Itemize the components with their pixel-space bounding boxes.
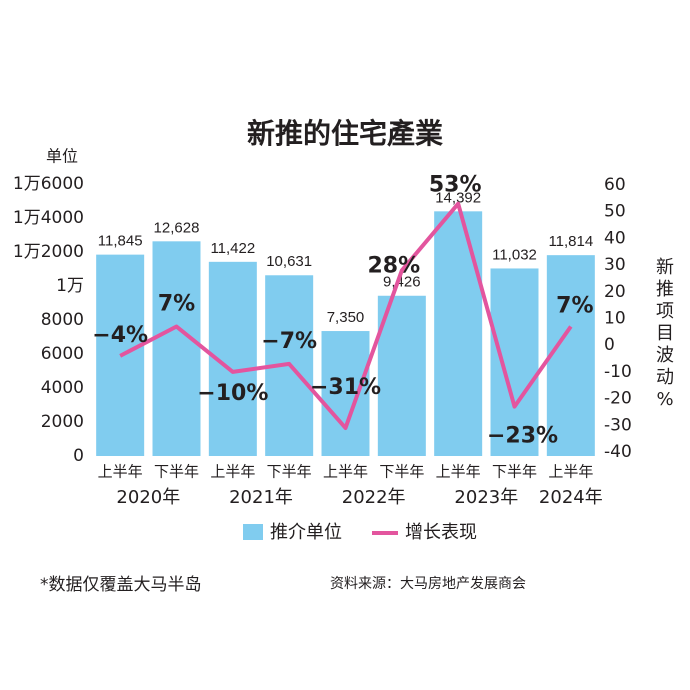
y-tick-label: 6000 — [41, 344, 84, 364]
growth-label: 28% — [367, 253, 420, 278]
x-tick-label: 下半年 — [379, 463, 424, 481]
y-tick-label: 8000 — [41, 310, 84, 330]
x-tick-label: 上半年 — [436, 463, 481, 481]
bar — [152, 241, 201, 456]
source: 资料来源：大马房地产发展商会 — [330, 576, 526, 592]
value-label: 11,032 — [492, 246, 537, 263]
y2-tick-label: 10 — [604, 309, 626, 329]
y-tick-label: 1万 — [56, 276, 84, 296]
x-tick-label: 下半年 — [492, 463, 537, 481]
bar — [490, 268, 539, 456]
y-tick-label: 4000 — [41, 378, 84, 398]
value-label: 12,628 — [154, 219, 200, 236]
value-label: 10,631 — [266, 253, 312, 270]
bar — [434, 211, 483, 456]
bar — [546, 255, 595, 456]
y-tick-label: 1万2000 — [13, 242, 84, 262]
y-axis-label: 单位 — [46, 147, 78, 166]
value-label: 14,392 — [435, 189, 481, 206]
growth-label: −31% — [310, 375, 381, 400]
value-label: 11,845 — [98, 233, 143, 250]
growth-line — [119, 201, 573, 430]
x-tick-label: 上半年 — [548, 463, 593, 481]
year-label: 2021年 — [229, 487, 293, 508]
y2-tick-label: -10 — [604, 362, 632, 382]
growth-label: 7% — [556, 294, 593, 319]
growth-label: −10% — [197, 381, 268, 406]
y-tick-label: 2000 — [41, 412, 84, 432]
y2-tick-label: -20 — [604, 389, 632, 409]
legend-label: 推介单位 — [270, 522, 342, 543]
y2-tick-label: -30 — [604, 415, 632, 435]
value-label: 9,426 — [383, 274, 421, 291]
year-label: 2020年 — [116, 487, 180, 508]
y2-tick-label: 0 — [604, 335, 615, 355]
y-tick-label: 0 — [73, 446, 84, 466]
legend-label: 增长表现 — [405, 522, 477, 543]
y2-tick-label: 30 — [604, 255, 626, 275]
growth-label: −7% — [261, 329, 317, 354]
growth-label: 7% — [158, 292, 195, 317]
y2-axis-label: 新推项目波动% — [656, 257, 674, 410]
year-label: 2022年 — [342, 487, 406, 508]
y2-tick-label: 20 — [604, 282, 626, 302]
growth-label: −23% — [487, 424, 558, 449]
x-tick-label: 下半年 — [267, 463, 312, 481]
value-label: 11,422 — [210, 240, 255, 257]
y-tick-label: 1万4000 — [13, 208, 84, 228]
year-label: 2024年 — [539, 487, 603, 508]
x-tick-label: 下半年 — [154, 463, 199, 481]
bar — [377, 295, 426, 456]
x-tick-label: 上半年 — [323, 463, 368, 481]
value-label: 11,814 — [548, 233, 593, 250]
chart-title: 新推的住宅產業 — [247, 117, 443, 150]
x-tick-label: 上半年 — [98, 463, 143, 481]
bar — [321, 331, 370, 456]
y2-tick-label: 40 — [604, 228, 626, 248]
value-label: 7,350 — [327, 309, 365, 326]
growth-label: 53% — [429, 173, 482, 198]
footnote: *数据仅覆盖大马半岛 — [40, 575, 202, 595]
y2-tick-label: -40 — [604, 442, 632, 462]
y2-tick-label: 60 — [604, 175, 626, 195]
x-tick-label: 上半年 — [210, 463, 255, 481]
year-label: 2023年 — [454, 487, 518, 508]
legend-swatch — [243, 524, 263, 540]
y2-tick-label: 50 — [604, 202, 626, 222]
growth-label: −4% — [92, 323, 148, 348]
y-tick-label: 1万6000 — [13, 174, 84, 194]
